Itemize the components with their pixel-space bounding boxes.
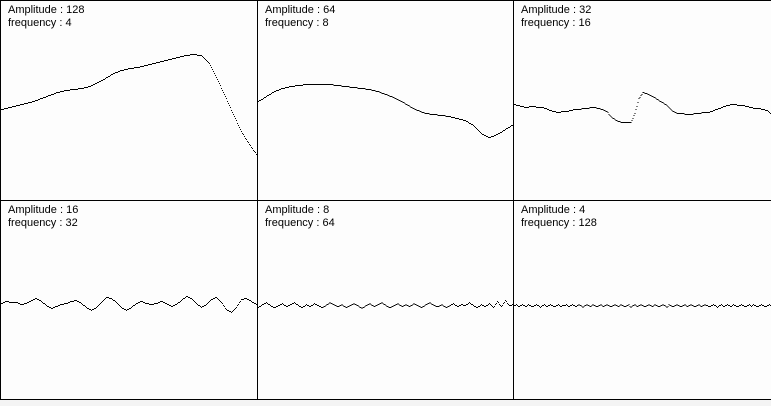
waveform-path (514, 92, 771, 123)
panel-labels: Amplitude : 128 frequency : 4 (8, 4, 84, 30)
panel-labels: Amplitude : 32 frequency : 16 (521, 4, 591, 30)
waveform-path (258, 300, 513, 309)
panel-labels: Amplitude : 64 frequency : 8 (265, 4, 335, 30)
waveform-path (258, 84, 513, 138)
waveform-path (514, 304, 771, 308)
panel-labels: Amplitude : 8 frequency : 64 (265, 204, 335, 230)
frequency-label: frequency : 8 (265, 17, 329, 29)
noise-panel-amp16-freq32: Amplitude : 16 frequency : 32 (1, 201, 258, 399)
amplitude-label: Amplitude : 16 (8, 204, 79, 216)
noise-panel-amp4-freq128: Amplitude : 4 frequency : 128 (514, 201, 771, 399)
waveform-path (1, 296, 257, 313)
amplitude-label: Amplitude : 32 (521, 4, 592, 16)
frequency-label: frequency : 32 (8, 217, 78, 229)
amplitude-label: Amplitude : 128 (8, 4, 85, 16)
bottom-margin-strip (0, 400, 771, 406)
amplitude-label: Amplitude : 64 (265, 4, 336, 16)
waveform-plot (1, 296, 257, 313)
waveform-plot (1, 54, 257, 156)
panel-labels: Amplitude : 4 frequency : 128 (521, 204, 597, 230)
panel-row-top: Amplitude : 128 frequency : 4 Amplitude :… (1, 1, 771, 201)
noise-panel-amp8-freq64: Amplitude : 8 frequency : 64 (258, 201, 514, 399)
noise-panel-amp32-freq16: Amplitude : 32 frequency : 16 (514, 1, 771, 201)
noise-panel-amp64-freq8: Amplitude : 64 frequency : 8 (258, 1, 514, 201)
waveform-plot (258, 84, 513, 138)
amplitude-label: Amplitude : 4 (521, 204, 586, 216)
noise-panel-amp128-freq4: Amplitude : 128 frequency : 4 (1, 1, 258, 201)
amplitude-label: Amplitude : 8 (265, 204, 330, 216)
waveform-plot (258, 300, 513, 309)
panel-labels: Amplitude : 16 frequency : 32 (8, 204, 78, 230)
waveform-path (1, 54, 257, 156)
frequency-label: frequency : 4 (8, 17, 72, 29)
frequency-label: frequency : 128 (521, 217, 597, 229)
frequency-label: frequency : 16 (521, 17, 591, 29)
panel-row-bottom: Amplitude : 16 frequency : 32 Amplitude :… (1, 201, 771, 399)
frequency-label: frequency : 64 (265, 217, 335, 229)
waveform-plot (514, 304, 771, 308)
waveform-plot (514, 92, 771, 123)
